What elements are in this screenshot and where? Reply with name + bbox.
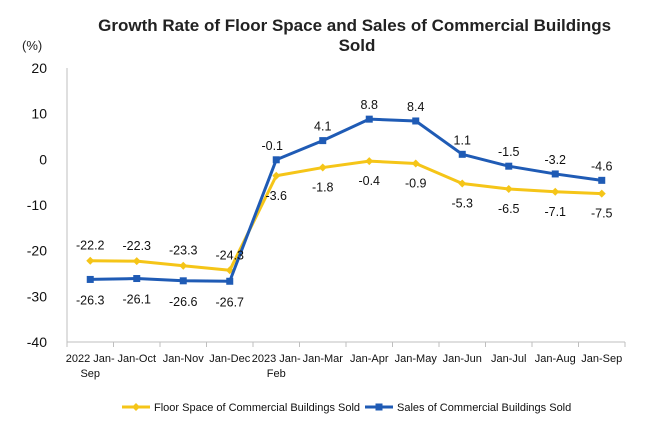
data-label: -3.2 <box>544 153 566 167</box>
data-point-marker <box>319 137 327 145</box>
data-label: -22.3 <box>123 239 152 253</box>
data-point-marker <box>458 179 467 188</box>
x-tick-label: Jan-Mar <box>303 353 344 365</box>
data-label: -1.5 <box>498 145 520 159</box>
data-point-marker <box>272 156 280 164</box>
data-label: -26.1 <box>123 293 152 307</box>
legend-label: Sales of Commercial Buildings Sold <box>397 402 571 414</box>
legend-item: Floor Space of Commercial Buildings Sold <box>122 402 360 414</box>
data-point-marker <box>551 187 560 196</box>
y-axis-unit: (%) <box>22 38 42 53</box>
data-label: 8.4 <box>407 100 424 114</box>
data-label: -7.5 <box>591 207 613 221</box>
data-point-marker <box>226 277 234 285</box>
data-point-marker <box>179 261 188 270</box>
data-label: -26.7 <box>216 295 245 309</box>
data-point-marker <box>318 163 327 172</box>
x-tick-label: Jan-May <box>395 353 438 365</box>
data-label: 4.1 <box>314 120 331 134</box>
data-point-marker <box>411 159 420 168</box>
y-tick-label: 10 <box>31 106 47 122</box>
data-point-marker <box>458 150 466 158</box>
data-label: -26.3 <box>76 293 105 307</box>
x-tick-label: Jan-Dec <box>209 353 250 365</box>
data-label: -3.6 <box>265 189 287 203</box>
data-label: -6.5 <box>498 202 520 216</box>
x-tick-label: Jan-Sep <box>581 353 622 365</box>
data-point-marker <box>597 189 606 198</box>
data-label: -1.8 <box>312 181 334 195</box>
legend-label: Floor Space of Commercial Buildings Sold <box>154 402 360 414</box>
x-tick-label: Jan-Nov <box>163 353 204 365</box>
data-label: -23.3 <box>169 244 198 258</box>
y-tick-label: -20 <box>27 243 47 259</box>
data-label: -24.3 <box>216 248 245 262</box>
y-tick-label: 0 <box>39 151 47 167</box>
series-line <box>90 117 602 283</box>
data-label: -4.6 <box>591 159 613 173</box>
legend-marker <box>375 403 383 411</box>
y-tick-label: -10 <box>27 197 47 213</box>
data-point-marker <box>86 256 95 265</box>
x-tick-label: Jan-Aug <box>535 353 576 365</box>
series-line <box>90 159 602 272</box>
data-point-marker <box>365 157 374 166</box>
data-point-marker <box>505 162 513 170</box>
series-sales <box>86 115 606 285</box>
data-label: -22.2 <box>76 239 105 253</box>
legend-item: Sales of Commercial Buildings Sold <box>365 402 571 414</box>
data-point-marker <box>272 171 281 180</box>
data-point-marker <box>132 257 141 266</box>
data-label: -0.1 <box>261 139 283 153</box>
x-tick-label: 2022 Jan-Sep <box>66 353 115 380</box>
data-point-marker <box>365 115 373 123</box>
data-point-marker <box>504 185 513 194</box>
data-point-marker <box>598 176 606 184</box>
data-label: -26.6 <box>169 295 198 309</box>
y-axis: 20 10 0 -10 -20 -30 -40 <box>27 60 68 350</box>
chart-title: Growth Rate of Floor Space and Sales of … <box>98 16 616 55</box>
data-label: -7.1 <box>544 205 566 219</box>
x-tick-label: Jan-Oct <box>117 353 156 365</box>
data-point-marker <box>133 275 141 283</box>
data-label: 8.8 <box>361 98 378 112</box>
y-tick-label: -30 <box>27 288 47 304</box>
y-tick-label: 20 <box>31 60 47 76</box>
x-tick-label: 2023 Jan-Feb <box>252 353 301 380</box>
data-label: 1.1 <box>454 133 471 147</box>
data-point-marker <box>179 277 187 285</box>
x-tick-label: Jan-Jul <box>491 353 526 365</box>
x-tick-label: Jan-Jun <box>443 353 482 365</box>
series-layer <box>86 115 606 285</box>
data-point-marker <box>551 170 559 178</box>
data-point-marker <box>412 117 420 125</box>
data-label: -0.9 <box>405 176 427 190</box>
x-tick-label: Jan-Apr <box>350 353 389 365</box>
data-label: -0.4 <box>358 174 380 188</box>
data-labels: -22.2 -22.3 -23.3 -24.3 -3.6 -1.8 -0.4 -0.9 -5.3… <box>76 98 613 309</box>
y-tick-label: -40 <box>27 334 47 350</box>
legend: Floor Space of Commercial Buildings Sold… <box>122 402 571 414</box>
data-label: -5.3 <box>451 197 473 211</box>
data-point-marker <box>86 275 94 283</box>
legend-marker <box>132 403 140 411</box>
series-floor-space <box>86 157 606 275</box>
